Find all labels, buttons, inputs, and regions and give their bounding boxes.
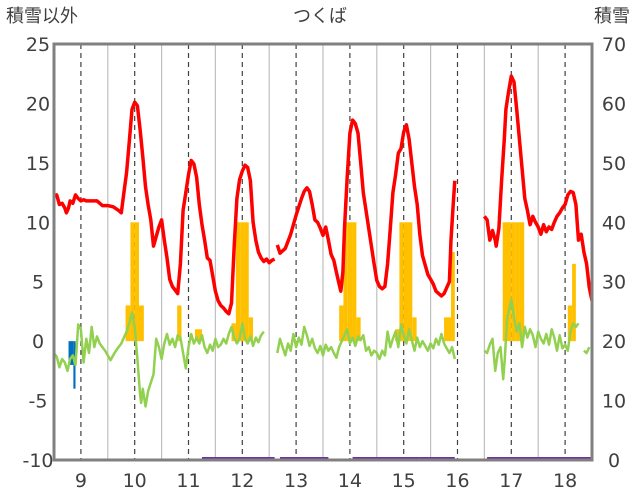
y-tick-left: 10 xyxy=(26,212,50,234)
snow-bar xyxy=(403,222,409,342)
snow-bar xyxy=(347,222,353,342)
x-tick: 17 xyxy=(499,470,523,492)
x-tick: 10 xyxy=(123,470,147,492)
snow-bar xyxy=(235,222,241,342)
y-tick-left: -10 xyxy=(22,450,53,472)
snow-bar xyxy=(194,329,202,342)
y-tick-right: 10 xyxy=(602,391,626,413)
snow-bar xyxy=(240,222,245,342)
snow-bar xyxy=(412,317,417,342)
snow-bar xyxy=(511,222,516,342)
y-tick-left: -5 xyxy=(29,391,48,413)
series-0-line xyxy=(275,118,457,298)
snow-bar xyxy=(451,252,455,342)
snow-bar xyxy=(343,222,348,342)
rain-bar xyxy=(68,341,74,365)
x-tick: 9 xyxy=(75,470,87,492)
snow-bars xyxy=(125,222,576,342)
x-tick: 11 xyxy=(176,470,200,492)
snow-bar xyxy=(519,222,525,342)
y-axis-right: 70 60 50 40 30 20 10 0 xyxy=(602,34,626,472)
left-axis-title: 積雪以外 xyxy=(6,6,78,27)
snow-bar xyxy=(515,222,520,342)
y-tick-right: 40 xyxy=(602,212,626,234)
y-tick-right: 30 xyxy=(602,272,626,294)
x-tick: 15 xyxy=(392,470,416,492)
series-1-line xyxy=(52,311,265,408)
series-1-line xyxy=(583,346,591,355)
snow-bar xyxy=(134,222,140,342)
y-tick-right: 0 xyxy=(608,450,620,472)
snow-bar xyxy=(444,317,452,342)
x-tick: 16 xyxy=(445,470,469,492)
gridlines xyxy=(80,44,566,460)
series-1-line xyxy=(483,298,580,381)
snow-bar xyxy=(130,222,135,342)
y-tick-right: 60 xyxy=(602,93,626,115)
y-tick-right: 20 xyxy=(602,331,626,353)
snow-bar xyxy=(502,222,507,342)
x-axis: 9 10 11 12 13 14 15 16 17 18 xyxy=(75,470,577,492)
snow-bar xyxy=(572,263,576,342)
series-0-line xyxy=(482,74,594,302)
snow-bar xyxy=(356,317,361,342)
right-axis-title: 積雪 xyxy=(594,6,630,27)
snow-bar xyxy=(399,222,404,342)
snow-bar xyxy=(177,305,182,342)
chart-title: つくば xyxy=(293,6,347,27)
y-tick-left: 15 xyxy=(26,153,50,175)
snow-bar xyxy=(506,222,512,342)
y-tick-left: 0 xyxy=(32,331,44,353)
plot-frame xyxy=(52,42,594,462)
series-1-line xyxy=(276,323,457,361)
x-tick: 12 xyxy=(230,470,254,492)
snow-bar xyxy=(139,305,144,342)
y-tick-right: 50 xyxy=(602,153,626,175)
snow-bar xyxy=(339,305,344,342)
series-0-line xyxy=(53,100,276,316)
snow-bar xyxy=(244,222,249,342)
y-tick-left: 25 xyxy=(26,34,50,56)
snow-bar xyxy=(352,222,357,342)
series-lines xyxy=(52,74,594,408)
snow-bar xyxy=(125,305,131,342)
y-tick-left: 20 xyxy=(26,93,50,115)
snow-bar xyxy=(567,305,573,342)
x-tick: 13 xyxy=(284,470,308,492)
y-tick-left: 5 xyxy=(32,272,44,294)
x-tick: 18 xyxy=(553,470,577,492)
x-tick: 14 xyxy=(338,470,362,492)
y-axis-left: 25 20 15 10 5 0 -5 -10 xyxy=(22,34,53,472)
snow-bar xyxy=(248,317,254,342)
y-tick-right: 70 xyxy=(602,34,626,56)
snow-bar xyxy=(408,222,413,342)
